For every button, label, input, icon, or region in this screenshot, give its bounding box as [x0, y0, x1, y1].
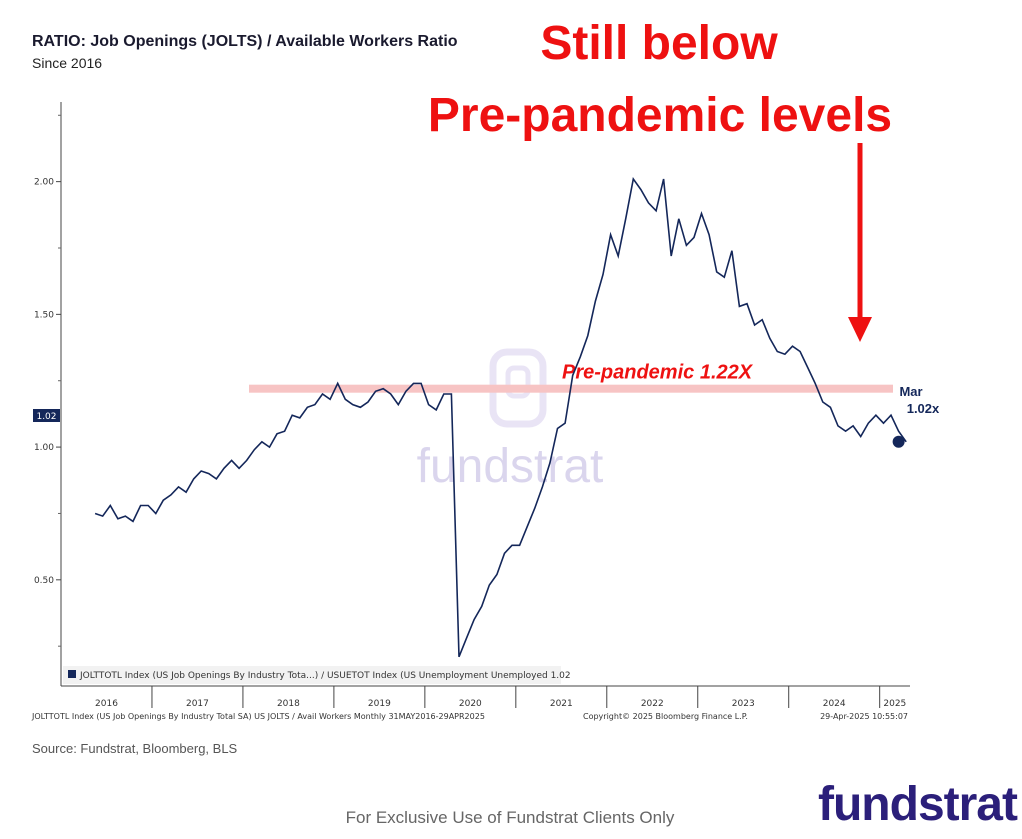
bloomberg-footer-center: Copyright© 2025 Bloomberg Finance L.P. [583, 712, 748, 721]
chart-subtitle: Since 2016 [32, 55, 103, 71]
down-arrow-icon [848, 143, 872, 342]
headline-line-1: Still below [540, 17, 778, 70]
chart-legend: JOLTTOTL Index (US Job Openings By Indus… [63, 666, 571, 684]
x-tick-label: 2016 [95, 699, 118, 709]
fundstrat-logo: fundstrat [818, 778, 1018, 831]
legend-text: JOLTTOTL Index (US Job Openings By Indus… [79, 671, 571, 681]
last-point-marker [892, 435, 905, 448]
chart-title: RATIO: Job Openings (JOLTS) / Available … [32, 33, 458, 50]
last-point-month: Mar [899, 384, 922, 399]
bloomberg-footer-left: JOLTTOTL Index (US Job Openings By Indus… [31, 712, 485, 721]
watermark: fundstrat [417, 348, 604, 493]
last-point-value: 1.02x [907, 401, 940, 416]
x-tick-label: 2017 [186, 699, 209, 709]
headline-line-2: Pre-pandemic levels [427, 89, 893, 142]
source-note: Source: Fundstrat, Bloomberg, BLS [32, 741, 238, 756]
x-tick-label: 2024 [823, 699, 846, 709]
last-value-axis-tag-text: 1.02 [36, 412, 56, 422]
y-tick-label: 2.00 [34, 178, 54, 188]
bloomberg-footer-right: 29-Apr-2025 10:55:07 [820, 712, 908, 721]
x-tick-label: 2019 [368, 699, 391, 709]
series-line [94, 177, 907, 658]
x-tick-label: 2020 [459, 699, 482, 709]
prepandemic-label: Pre-pandemic 1.22X [562, 362, 754, 384]
last-value-axis-tag: 1.02 [33, 409, 60, 422]
chart-axes: 0.50 1.00 1.50 2.00 2016 2017 2018 2019 2020 2021… [34, 102, 910, 709]
watermark-text: fundstrat [417, 440, 604, 493]
x-tick-label: 2025 [883, 699, 906, 709]
legend-swatch [68, 670, 76, 678]
x-tick-label: 2022 [641, 699, 664, 709]
y-tick-label: 1.50 [34, 310, 54, 320]
x-tick-label: 2023 [732, 699, 755, 709]
x-tick-label: 2021 [550, 699, 573, 709]
y-tick-label: 0.50 [34, 576, 54, 586]
x-tick-label: 2018 [277, 699, 300, 709]
footer-disclaimer: For Exclusive Use of Fundstrat Clients O… [345, 808, 675, 827]
y-tick-label: 1.00 [34, 443, 54, 453]
